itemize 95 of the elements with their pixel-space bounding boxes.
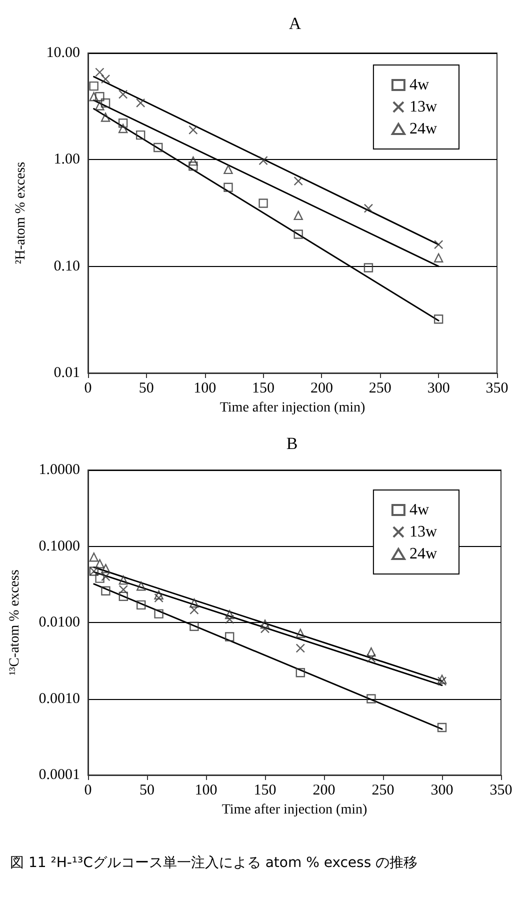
y-tick-label: 0.0100: [38, 614, 80, 630]
point: [118, 124, 128, 134]
x-tick-label: 0: [84, 380, 92, 396]
point: [118, 118, 128, 128]
legend-label: 24w: [409, 546, 438, 562]
x-tick-label: 100: [194, 380, 216, 396]
point: [294, 176, 303, 186]
chart-title: B: [286, 434, 298, 453]
point: [296, 644, 305, 653]
y-axis-title: ²H-atom % excess: [14, 162, 28, 264]
point: [154, 142, 163, 152]
x-tick-label: 250: [368, 380, 392, 396]
point: [188, 125, 198, 135]
point: [366, 694, 376, 704]
point: [224, 182, 233, 192]
y-tick-label: 0.0010: [38, 690, 80, 707]
point: [260, 620, 270, 629]
point: [225, 632, 234, 642]
point: [154, 590, 164, 600]
point: [154, 593, 164, 603]
point: [136, 600, 146, 610]
point: [95, 68, 104, 77]
point: [100, 74, 110, 84]
point: [136, 98, 146, 108]
point: [224, 164, 233, 174]
point: [136, 582, 146, 591]
x-tick-label: 200: [310, 380, 333, 396]
point: [101, 564, 110, 574]
legend-label: 13w: [409, 524, 438, 540]
point: [225, 610, 234, 620]
x-tick-label: 50: [138, 380, 154, 396]
caption: 図 11 ²H-¹³Cグルコース単一注入による atom % excess の推移: [9, 854, 419, 872]
y-tick-label: 1.0000: [38, 462, 80, 478]
point: [118, 592, 128, 601]
x-tick-label: 100: [194, 782, 218, 798]
point: [434, 253, 444, 262]
point: [294, 210, 303, 220]
point: [136, 130, 146, 140]
y-tick-label: 10.00: [46, 45, 80, 61]
point: [364, 263, 374, 272]
x-tick-label: 250: [372, 782, 394, 798]
point: [434, 240, 444, 250]
point: [366, 647, 376, 657]
point: [437, 674, 447, 684]
chart-title: A: [288, 14, 302, 33]
point: [101, 586, 110, 596]
point: [296, 628, 305, 638]
point: [258, 156, 268, 166]
y-tick-label: 0.01: [54, 365, 80, 381]
x-tick-label: 50: [140, 782, 154, 798]
point: [154, 609, 164, 618]
point: [294, 230, 303, 239]
x-tick-label: 300: [427, 380, 450, 396]
point: [89, 92, 98, 102]
x-tick-label: 200: [312, 782, 336, 798]
y-tick-label: 1.00: [54, 152, 80, 168]
legend-label: 24w: [409, 120, 438, 138]
y-tick-label: 0.1000: [38, 538, 80, 554]
point: [89, 81, 98, 91]
x-tick-label: 150: [252, 380, 275, 396]
point: [188, 162, 198, 171]
point: [364, 204, 374, 213]
x-tick-label: 300: [430, 782, 454, 798]
point: [95, 101, 104, 110]
point: [260, 624, 270, 634]
point: [190, 598, 199, 608]
point: [118, 585, 128, 594]
point: [188, 156, 198, 166]
point: [366, 654, 376, 663]
point: [190, 622, 199, 631]
legend-label: 4w: [409, 502, 430, 518]
point: [437, 722, 447, 732]
y-tick-label: 0.0001: [38, 767, 80, 783]
point: [258, 198, 268, 208]
point: [100, 112, 110, 122]
x-axis-title: Time after injection (min): [220, 400, 366, 416]
point: [118, 575, 128, 585]
x-tick-label: 350: [490, 782, 512, 798]
x-axis-title: Time after injection (min): [222, 802, 368, 818]
point: [95, 574, 104, 583]
point: [95, 92, 104, 102]
x-tick-label: 0: [84, 782, 92, 798]
x-tick-label: 150: [254, 782, 276, 798]
point: [434, 314, 444, 324]
point: [225, 614, 234, 624]
y-tick-label: 0.10: [54, 258, 80, 274]
point: [100, 98, 110, 108]
point: [95, 559, 104, 568]
legend-label: 13w: [409, 98, 438, 116]
point: [437, 676, 447, 686]
legend-label: 4w: [409, 76, 430, 94]
y-axis-title: ¹³C-atom % excess: [8, 570, 22, 676]
x-tick-label: 350: [486, 380, 508, 396]
point: [296, 668, 305, 678]
point: [89, 552, 98, 562]
